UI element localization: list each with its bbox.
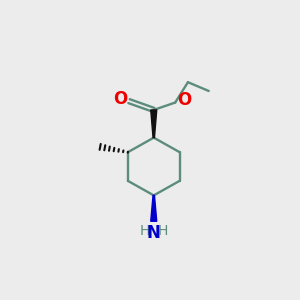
Polygon shape — [151, 110, 157, 138]
Text: H: H — [139, 224, 150, 238]
Text: N: N — [147, 224, 161, 242]
Text: H: H — [158, 224, 168, 238]
Polygon shape — [151, 195, 157, 221]
Text: O: O — [177, 91, 191, 109]
Text: O: O — [113, 90, 127, 108]
